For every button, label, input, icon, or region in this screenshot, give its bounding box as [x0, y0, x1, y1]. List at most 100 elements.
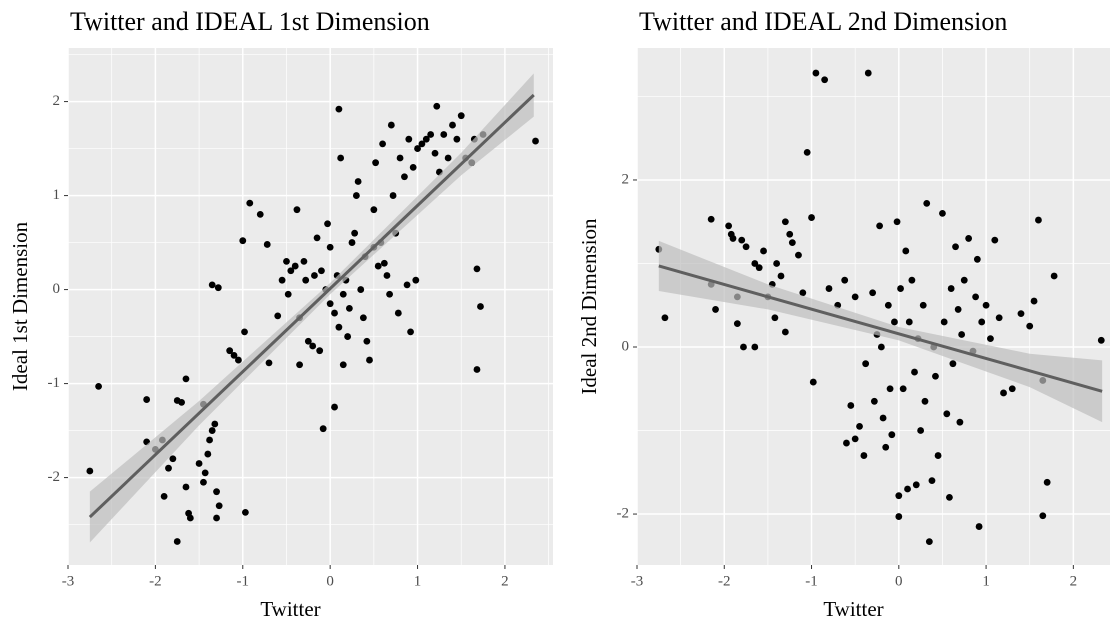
point — [877, 343, 885, 351]
point — [943, 410, 951, 418]
point — [357, 286, 365, 293]
point — [978, 318, 986, 326]
point — [383, 272, 391, 279]
point — [952, 243, 959, 251]
point — [407, 328, 414, 336]
point — [751, 260, 759, 267]
point — [331, 403, 338, 411]
point — [803, 149, 811, 156]
point — [345, 304, 353, 312]
point — [947, 285, 955, 292]
y-tick-label: 2 — [53, 93, 61, 109]
point — [143, 396, 151, 403]
point — [274, 312, 282, 320]
point — [882, 443, 890, 451]
point — [821, 76, 829, 84]
point — [379, 140, 386, 148]
x-tick-label: 2 — [1070, 573, 1078, 589]
point — [331, 309, 338, 317]
point — [1050, 272, 1058, 280]
point — [1030, 297, 1038, 305]
point — [934, 452, 942, 459]
point — [440, 131, 448, 138]
point — [239, 237, 247, 245]
point — [370, 206, 378, 214]
point — [351, 229, 359, 237]
point — [208, 281, 216, 289]
point — [742, 243, 750, 251]
point — [348, 239, 356, 246]
point — [230, 351, 238, 359]
point — [954, 306, 962, 313]
point — [733, 320, 741, 328]
point — [313, 234, 321, 242]
point — [899, 385, 907, 393]
point — [876, 222, 884, 230]
point — [987, 335, 994, 343]
point — [809, 378, 817, 386]
point — [309, 342, 317, 350]
point — [304, 337, 312, 345]
point — [405, 135, 413, 143]
point — [884, 301, 892, 309]
x-tick-label: 0 — [895, 573, 903, 589]
point — [975, 523, 983, 530]
x-tick-label: -2 — [718, 573, 731, 589]
chart-title: Twitter and IDEAL 1st Dimension — [70, 7, 430, 36]
point — [843, 439, 850, 447]
point — [256, 210, 264, 218]
point — [335, 323, 343, 331]
point — [795, 251, 802, 259]
point — [214, 284, 222, 292]
point — [847, 402, 855, 409]
confidence-band — [658, 240, 1103, 423]
point — [738, 236, 746, 244]
point — [389, 192, 397, 199]
point — [851, 435, 859, 443]
point — [311, 272, 318, 279]
point — [241, 328, 248, 336]
point — [337, 154, 345, 162]
point — [777, 272, 785, 280]
point — [965, 235, 973, 242]
x-tick-label: 1 — [414, 573, 422, 589]
fit-line — [88, 93, 535, 519]
point — [1026, 322, 1034, 330]
point — [725, 222, 733, 230]
point — [291, 262, 299, 270]
point — [412, 276, 420, 284]
point — [781, 328, 789, 336]
point — [919, 301, 927, 309]
point — [173, 538, 181, 545]
point — [760, 247, 767, 255]
point — [414, 145, 421, 152]
y-tick-label: -1 — [48, 375, 61, 391]
x-axis-title: Twitter — [260, 597, 320, 621]
point — [888, 431, 896, 439]
point — [973, 255, 981, 263]
point — [211, 420, 219, 428]
point — [477, 303, 484, 310]
point — [856, 422, 863, 430]
point — [302, 276, 310, 284]
point — [905, 318, 913, 326]
point — [911, 368, 918, 376]
point — [895, 492, 903, 500]
point — [972, 293, 980, 301]
y-axis-title: Ideal 2nd Dimension — [577, 218, 601, 395]
point — [293, 206, 301, 214]
point — [1039, 512, 1047, 520]
point — [178, 398, 186, 406]
point — [956, 418, 964, 426]
point — [326, 300, 334, 308]
point — [958, 331, 966, 338]
point — [339, 361, 347, 369]
point — [1035, 216, 1042, 224]
point — [869, 289, 877, 297]
point — [781, 218, 789, 226]
point — [893, 218, 901, 226]
point — [740, 343, 747, 351]
point — [473, 265, 481, 273]
point — [449, 121, 456, 129]
x-axis-title: Twitter — [823, 597, 883, 621]
